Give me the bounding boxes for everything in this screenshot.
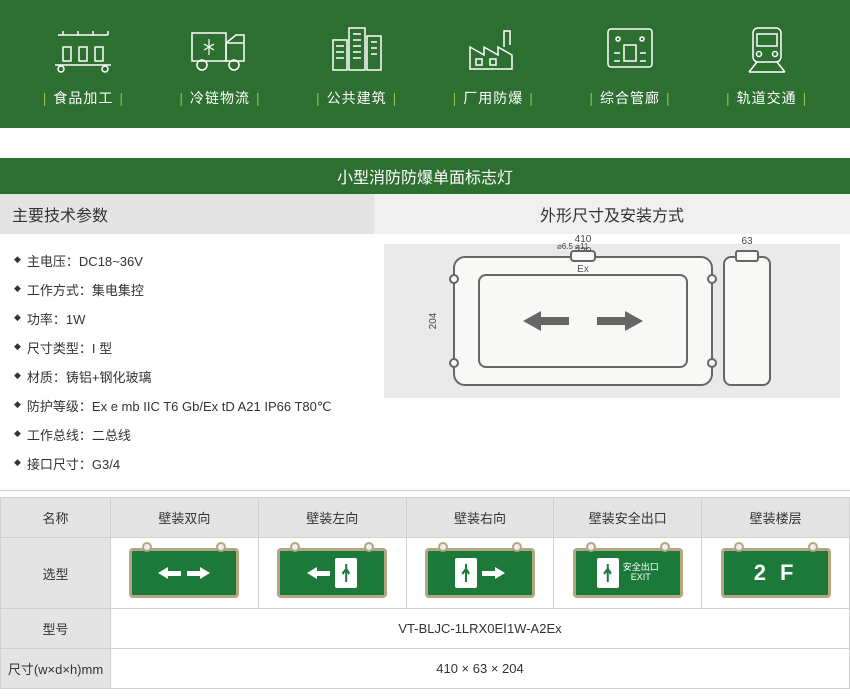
category-food: 食品加工 bbox=[37, 20, 130, 108]
device-front-view: 410 230 204 ⌀6.5 ⌀11 168 ⌀25 bbox=[453, 256, 713, 386]
spec-item: 功率：1W bbox=[14, 304, 360, 333]
category-label: 公共建筑 bbox=[310, 88, 403, 108]
dimensions-header: 外形尺寸及安装方式 bbox=[374, 194, 850, 234]
spec-item: 主电压：DC18~36V bbox=[14, 246, 360, 275]
spec-item: 工作方式：集电集控 bbox=[14, 275, 360, 304]
table-header: 名称 bbox=[1, 498, 111, 538]
food-processing-icon bbox=[51, 20, 115, 76]
table-header: 壁装双向 bbox=[111, 498, 259, 538]
row-header: 型号 bbox=[1, 609, 111, 649]
row-header: 选型 bbox=[1, 538, 111, 609]
device-side-view: 63 bbox=[723, 256, 771, 386]
category-label: 综合管廊 bbox=[583, 88, 676, 108]
size-value: 410 × 63 × 204 bbox=[111, 649, 850, 689]
sign-floor: 2 F bbox=[702, 538, 850, 609]
arrow-left-icon bbox=[523, 311, 573, 331]
row-header: 尺寸(w×d×h)mm bbox=[1, 649, 111, 689]
category-label: 食品加工 bbox=[37, 88, 130, 108]
factory-icon bbox=[461, 20, 525, 76]
rail-transit-icon bbox=[735, 20, 799, 76]
category-tunnel: 综合管廊 bbox=[583, 20, 676, 108]
category-coldchain: 冷链物流 bbox=[173, 20, 266, 108]
specs-header: 主要技术参数 bbox=[0, 194, 374, 234]
dim-204: 204 bbox=[428, 313, 439, 330]
sign-exit: 安全出口EXIT bbox=[554, 538, 702, 609]
sign-right bbox=[406, 538, 554, 609]
spec-item: 材质：铸铝+钢化玻璃 bbox=[14, 362, 360, 391]
table-header: 壁装楼层 bbox=[702, 498, 850, 538]
sign-left bbox=[258, 538, 406, 609]
category-factory: 厂用防爆 bbox=[447, 20, 540, 108]
public-building-icon bbox=[325, 20, 389, 76]
table-header: 壁装左向 bbox=[258, 498, 406, 538]
category-label: 冷链物流 bbox=[173, 88, 266, 108]
spec-item: 工作总线：二总线 bbox=[14, 420, 360, 449]
spec-item: 接口尺寸：G3/4 bbox=[14, 449, 360, 478]
category-public: 公共建筑 bbox=[310, 20, 403, 108]
model-value: VT-BLJC-1LRX0EⅠ1W-A2Ex bbox=[111, 609, 850, 649]
category-banner: 食品加工 冷链物流 公共建筑 厂用防爆 bbox=[0, 0, 850, 128]
category-label: 厂用防爆 bbox=[447, 88, 540, 108]
spec-item: 尺寸类型：I 型 bbox=[14, 333, 360, 362]
main-section: 主要技术参数 主电压：DC18~36V 工作方式：集电集控 功率：1W 尺寸类型… bbox=[0, 194, 850, 491]
spec-item: 防护等级：Ex e mb IIC T6 Gb/Ex tD A21 IP66 T8… bbox=[14, 391, 360, 420]
utility-tunnel-icon bbox=[598, 20, 662, 76]
specs-list: 主电压：DC18~36V 工作方式：集电集控 功率：1W 尺寸类型：I 型 材质… bbox=[0, 234, 374, 490]
sign-bidirectional bbox=[111, 538, 259, 609]
category-label: 轨道交通 bbox=[720, 88, 813, 108]
dimensions-panel: 外形尺寸及安装方式 410 230 204 ⌀6.5 ⌀11 168 ⌀25 6… bbox=[374, 194, 850, 490]
variants-table: 名称 壁装双向 壁装左向 壁装右向 壁装安全出口 壁装楼层 选型 安全出口EXI… bbox=[0, 497, 850, 689]
specs-panel: 主要技术参数 主电压：DC18~36V 工作方式：集电集控 功率：1W 尺寸类型… bbox=[0, 194, 374, 490]
cold-chain-icon bbox=[188, 20, 252, 76]
table-header: 壁装右向 bbox=[406, 498, 554, 538]
category-rail: 轨道交通 bbox=[720, 20, 813, 108]
arrow-right-icon bbox=[593, 311, 643, 331]
product-title: 小型消防防爆单面标志灯 bbox=[0, 158, 850, 194]
dimension-diagram: 410 230 204 ⌀6.5 ⌀11 168 ⌀25 63 bbox=[384, 244, 840, 398]
table-header: 壁装安全出口 bbox=[554, 498, 702, 538]
dim-63: 63 bbox=[741, 236, 752, 247]
